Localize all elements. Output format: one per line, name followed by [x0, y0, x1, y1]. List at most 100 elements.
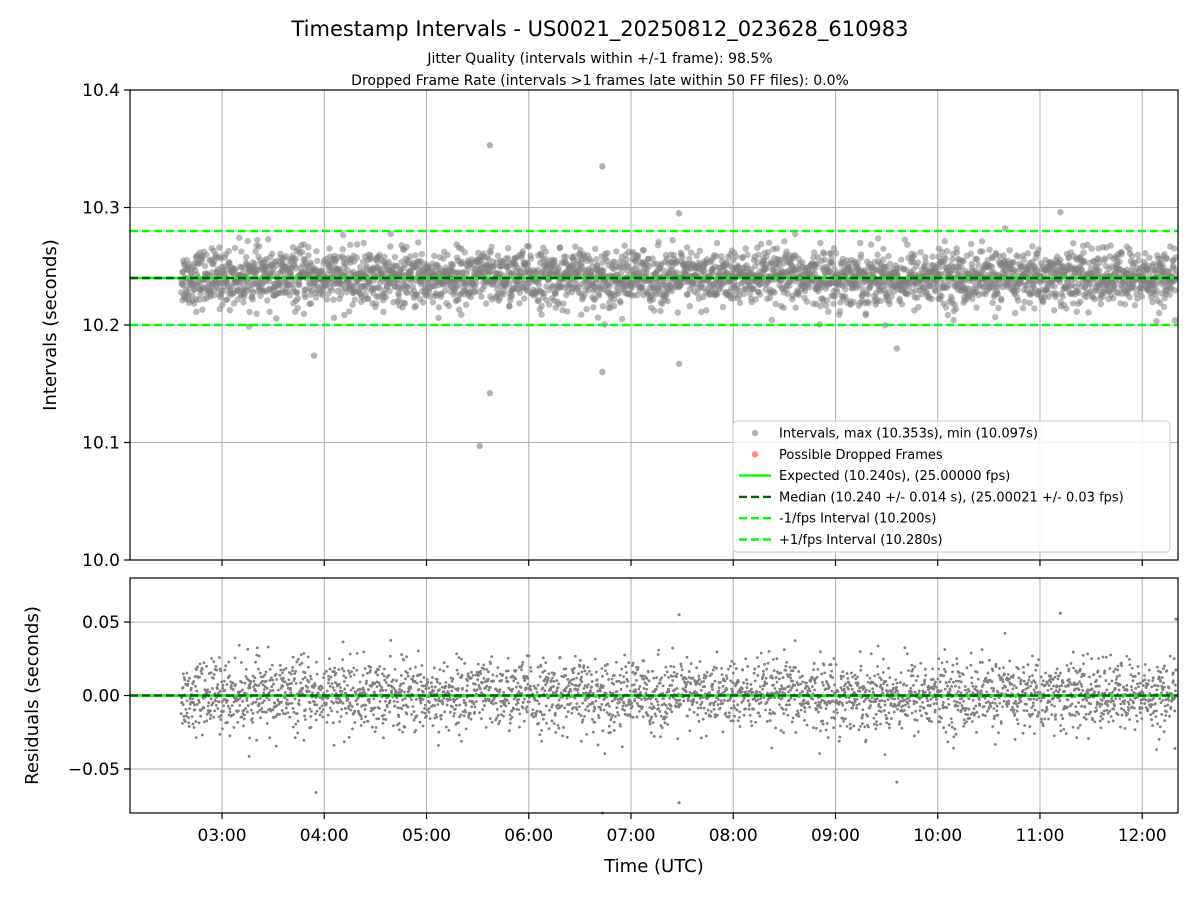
- interval-point: [372, 300, 380, 307]
- residual-point: [265, 686, 269, 690]
- residual-point: [377, 668, 380, 672]
- residual-point: [469, 717, 473, 721]
- interval-point: [834, 288, 841, 296]
- residual-point: [402, 658, 406, 662]
- interval-point: [886, 300, 893, 308]
- residual-point: [228, 674, 231, 678]
- interval-point: [1091, 295, 1099, 303]
- interval-point: [319, 291, 326, 299]
- residual-point: [586, 705, 589, 708]
- residual-point: [556, 723, 560, 727]
- residual-point: [478, 711, 481, 715]
- residual-point: [422, 676, 426, 679]
- interval-point: [836, 308, 844, 315]
- residual-point: [575, 708, 579, 711]
- residual-point: [184, 707, 188, 711]
- residual-point: [525, 705, 529, 709]
- residual-point: [495, 674, 499, 678]
- residual-point: [303, 714, 306, 718]
- residual-point: [466, 672, 470, 676]
- interval-point: [744, 251, 751, 258]
- interval-point: [735, 263, 742, 271]
- residual-point: [313, 684, 317, 688]
- interval-point: [592, 245, 599, 253]
- residual-point: [248, 736, 252, 740]
- interval-point: [535, 281, 543, 288]
- interval-point: [381, 253, 388, 261]
- residual-point: [214, 699, 218, 703]
- residual-point: [253, 676, 257, 680]
- residual-point: [502, 714, 505, 718]
- residual-point: [475, 688, 479, 692]
- interval-point: [590, 304, 597, 311]
- interval-point: [266, 308, 273, 315]
- residual-point: [368, 669, 372, 672]
- residual-point: [324, 701, 328, 705]
- residual-point: [436, 703, 440, 706]
- residual-point: [434, 713, 438, 716]
- interval-point: [337, 291, 345, 299]
- interval-point: [328, 287, 335, 294]
- chart-title: Timestamp Intervals - US0021_20250812_02…: [290, 17, 908, 42]
- interval-point: [719, 303, 727, 311]
- top-ytick-label: 10.2: [82, 316, 120, 336]
- residual-point: [430, 676, 434, 679]
- residual-point: [299, 681, 303, 685]
- interval-point: [825, 308, 832, 315]
- residual-point: [442, 696, 446, 700]
- residual-point: [466, 679, 469, 683]
- residual-point: [594, 670, 598, 674]
- residual-point: [205, 719, 209, 723]
- residual-point: [425, 678, 429, 681]
- residual-point: [222, 710, 225, 713]
- residual-point: [582, 687, 586, 690]
- interval-outlier-point: [893, 345, 901, 352]
- interval-point: [621, 242, 628, 249]
- interval-point: [313, 248, 320, 255]
- residual-point: [314, 712, 317, 716]
- residual-point: [619, 681, 623, 685]
- residual-point: [584, 708, 588, 712]
- interval-outlier-point: [486, 142, 494, 149]
- residual-point: [302, 652, 306, 655]
- interval-point: [696, 247, 704, 255]
- residual-point: [611, 691, 615, 695]
- residual-point: [311, 691, 314, 695]
- interval-point: [1039, 298, 1047, 306]
- residual-point: [205, 665, 208, 668]
- residual-point: [343, 687, 347, 691]
- interval-point: [950, 316, 957, 324]
- residual-point: [431, 724, 435, 728]
- residual-point: [433, 685, 437, 689]
- residual-point: [593, 657, 597, 661]
- interval-point: [1051, 283, 1058, 290]
- interval-point: [1000, 252, 1007, 259]
- residual-point: [202, 720, 206, 724]
- residual-point: [243, 681, 247, 685]
- residual-point: [454, 704, 458, 707]
- residual-point: [578, 683, 582, 687]
- residual-point: [547, 727, 551, 731]
- residual-point: [367, 688, 370, 691]
- residual-point: [519, 686, 523, 689]
- interval-point: [387, 230, 395, 238]
- residual-point: [328, 706, 332, 710]
- interval-point: [773, 245, 781, 252]
- residual-point: [462, 714, 466, 718]
- residual-point: [383, 708, 387, 712]
- residual-point: [520, 668, 523, 672]
- interval-point: [386, 288, 393, 295]
- interval-point: [1070, 240, 1077, 247]
- interval-point: [246, 308, 253, 316]
- residual-point: [262, 688, 266, 691]
- residual-point: [401, 698, 404, 702]
- interval-point: [998, 296, 1005, 304]
- interval-point: [426, 293, 434, 300]
- interval-point: [880, 256, 887, 263]
- residual-point: [474, 700, 478, 703]
- residual-point: [508, 713, 512, 717]
- residual-point: [514, 669, 518, 672]
- interval-point: [792, 304, 799, 311]
- residual-point: [406, 674, 410, 678]
- interval-point: [255, 243, 263, 250]
